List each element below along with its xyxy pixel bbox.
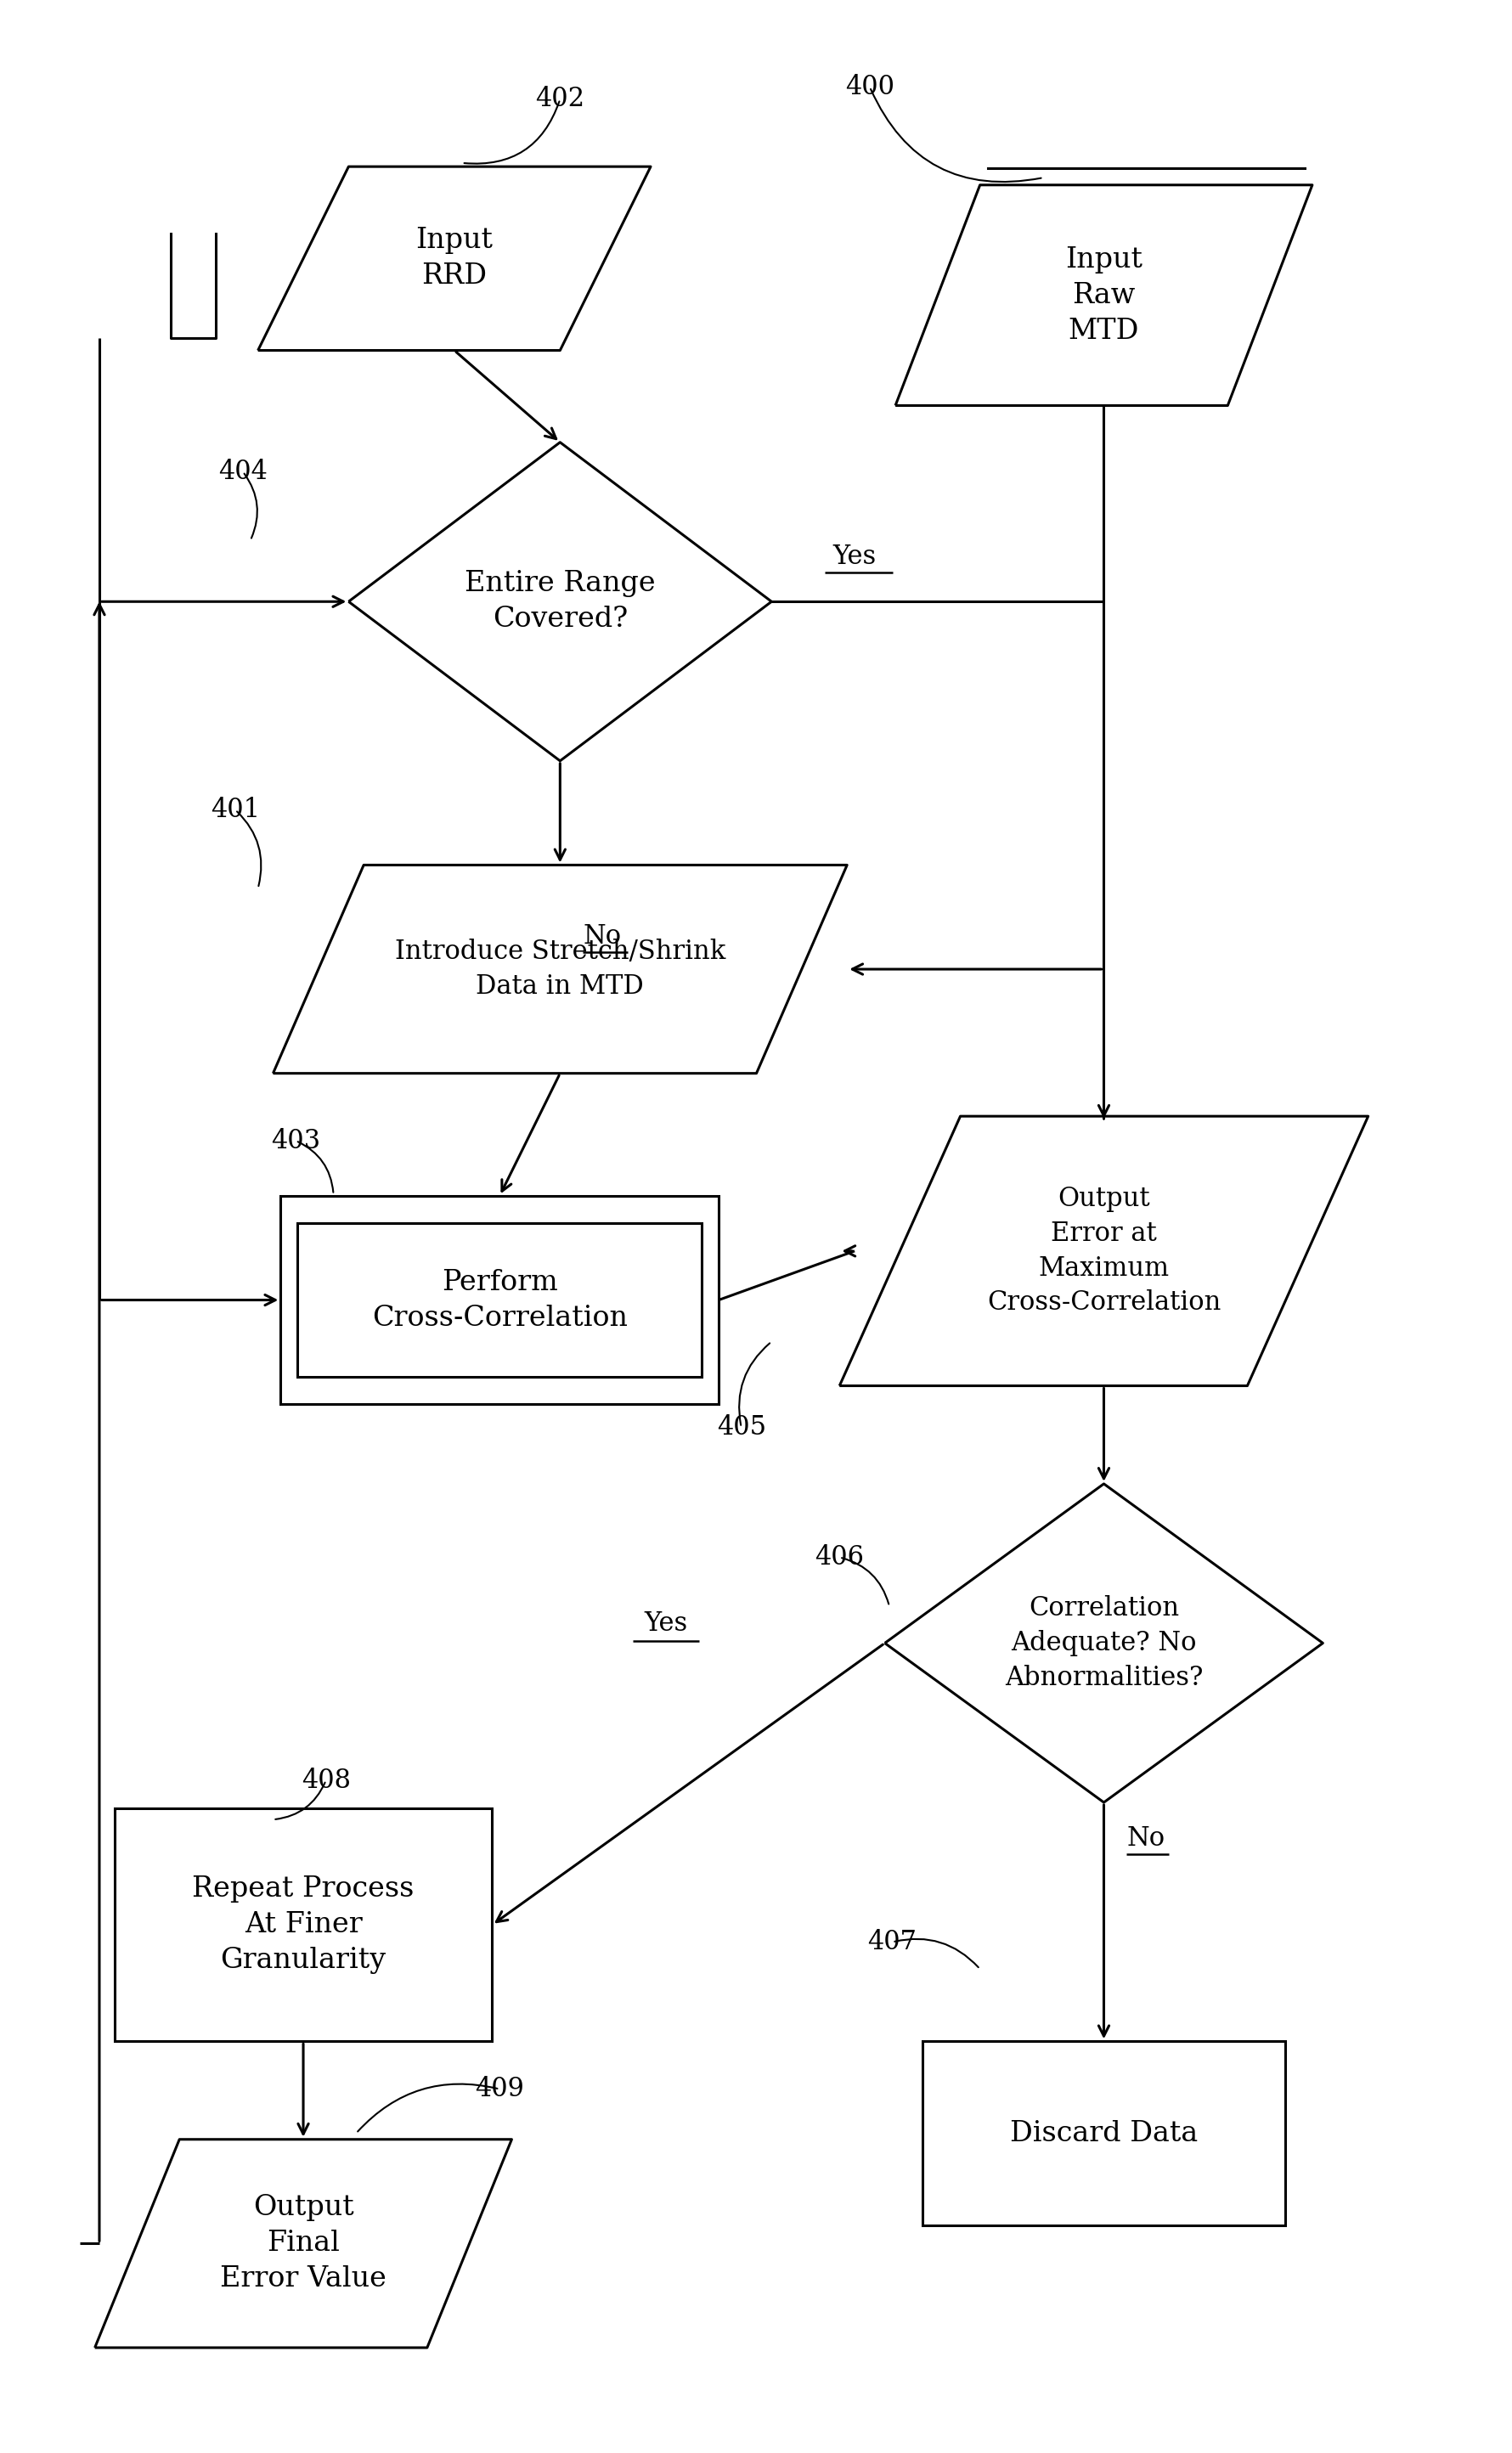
Bar <box>296 1224 702 1376</box>
Text: Perform
Cross-Correlation: Perform Cross-Correlation <box>372 1268 627 1332</box>
Text: 400: 400 <box>845 74 894 101</box>
Text: Repeat Process
At Finer
Granularity: Repeat Process At Finer Granularity <box>192 1877 414 1975</box>
Text: 405: 405 <box>717 1415 765 1440</box>
Text: Introduce Stretch/Shrink
Data in MTD: Introduce Stretch/Shrink Data in MTD <box>395 939 724 998</box>
Text: 404: 404 <box>218 459 268 486</box>
Text: 401: 401 <box>210 797 260 824</box>
Text: Yes: Yes <box>833 545 875 569</box>
Text: Output
Error at
Maximum
Cross-Correlation: Output Error at Maximum Cross-Correlatio… <box>986 1187 1220 1315</box>
Text: Correlation
Adequate? No
Abnormalities?: Correlation Adequate? No Abnormalities? <box>1004 1594 1202 1690</box>
Text: Discard Data: Discard Data <box>1010 2119 1198 2146</box>
Text: Yes: Yes <box>644 1609 686 1636</box>
Text: No: No <box>1126 1825 1164 1852</box>
Text: 402: 402 <box>535 86 585 113</box>
Text: 403: 403 <box>271 1128 321 1153</box>
Bar <box>280 1197 718 1403</box>
Bar <box>115 1808 491 2041</box>
Text: Input
Raw
MTD: Input Raw MTD <box>1064 245 1142 343</box>
Text: Input
RRD: Input RRD <box>416 228 493 289</box>
Bar <box>922 2041 1284 2225</box>
Text: 409: 409 <box>475 2075 525 2102</box>
Text: 407: 407 <box>868 1928 916 1955</box>
Text: Output
Final
Error Value: Output Final Error Value <box>219 2195 386 2294</box>
Text: Entire Range
Covered?: Entire Range Covered? <box>464 569 655 633</box>
Text: 408: 408 <box>301 1766 351 1793</box>
Text: No: No <box>582 922 621 949</box>
Text: 406: 406 <box>815 1545 863 1570</box>
